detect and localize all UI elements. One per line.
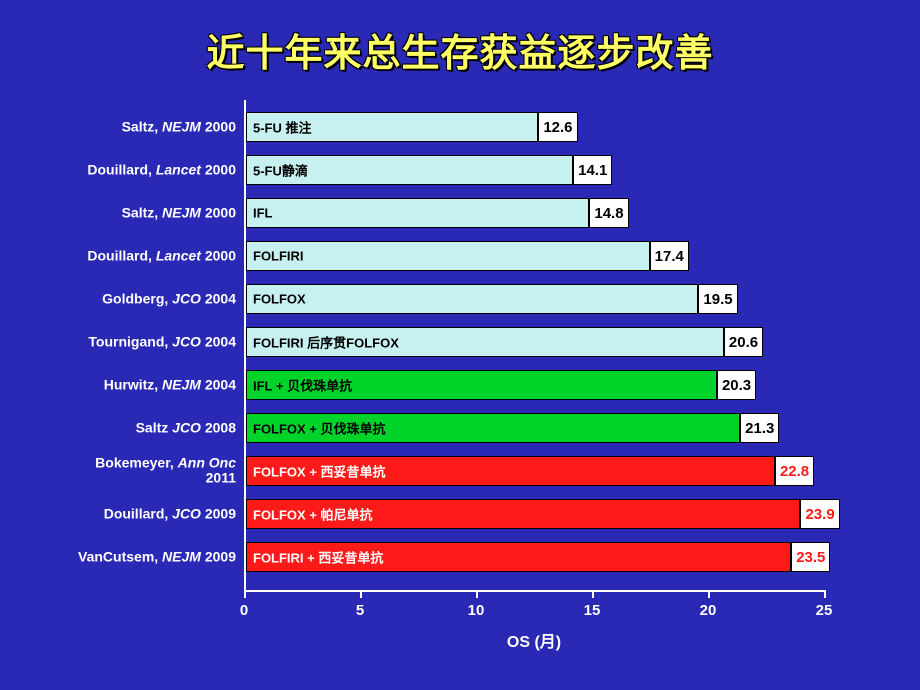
x-tick [476,590,478,598]
value-label: 19.5 [698,284,737,314]
bar-regimen-label: IFL [253,206,273,221]
bar-row: Douillard, JCO 2009FOLFOX + 帕尼单抗23.9 [244,499,824,529]
category-label: Tournigand, JCO 2004 [72,334,236,349]
x-tick [592,590,594,598]
bar: IFL + 贝伐珠单抗 [246,370,717,400]
value-label: 23.9 [800,499,839,529]
category-label: Hurwitz, NEJM 2004 [72,377,236,392]
plot-region: Saltz, NEJM 20005-FU 推注12.6Douillard, La… [244,100,824,590]
bar: FOLFOX + 帕尼单抗 [246,499,800,529]
bar-regimen-label: FOLFIRI 后序贯FOLFOX [253,333,399,352]
x-tick-label: 15 [584,602,601,619]
bar: IFL [246,198,589,228]
bar: FOLFOX [246,284,698,314]
bar-regimen-label: 5-FU 推注 [253,118,312,137]
x-tick-label: 0 [240,602,248,619]
category-label: Saltz, NEJM 2000 [72,119,236,134]
bar-regimen-label: FOLFOX [253,292,306,307]
bar-row: Goldberg, JCO 2004FOLFOX19.5 [244,284,824,314]
bar: FOLFIRI + 西妥昔单抗 [246,542,791,572]
bar: 5-FU 推注 [246,112,538,142]
bar: FOLFIRI [246,241,650,271]
bar-regimen-label: 5-FU静滴 [253,161,308,180]
bar: FOLFIRI 后序贯FOLFOX [246,327,724,357]
value-label: 12.6 [538,112,577,142]
bar-regimen-label: FOLFOX + 贝伐珠单抗 [253,419,386,438]
x-axis-line [244,590,824,592]
bar: FOLFOX + 贝伐珠单抗 [246,413,740,443]
category-label: Saltz, NEJM 2000 [72,205,236,220]
bar-row: Saltz, NEJM 2000IFL14.8 [244,198,824,228]
category-label: Douillard, Lancet 2000 [72,162,236,177]
category-label: Goldberg, JCO 2004 [72,291,236,306]
bar-regimen-label: IFL + 贝伐珠单抗 [253,376,352,395]
value-label: 20.6 [724,327,763,357]
value-label: 20.3 [717,370,756,400]
x-tick-label: 10 [468,602,485,619]
value-label: 17.4 [650,241,689,271]
x-axis-title: OS (月) [244,628,824,652]
category-label: Douillard, JCO 2009 [72,506,236,521]
x-tick-label: 20 [700,602,717,619]
x-tick [360,590,362,598]
x-tick [244,590,246,598]
category-label: Bokemeyer, Ann Onc 2011 [72,456,236,487]
value-label: 14.8 [589,198,628,228]
bar-regimen-label: FOLFIRI [253,249,304,264]
bar: 5-FU静滴 [246,155,573,185]
category-label: VanCutsem, NEJM 2009 [72,549,236,564]
x-tick-label: 25 [816,602,833,619]
bar-regimen-label: FOLFIRI + 西妥昔单抗 [253,548,383,567]
chart-area: Saltz, NEJM 2000 5-FU 推注 12.6 Douillard, La… [72,100,852,640]
bar: FOLFOX + 西妥昔单抗 [246,456,775,486]
x-tick-label: 5 [356,602,364,619]
category-label: Douillard, Lancet 2000 [72,248,236,263]
value-label: 21.3 [740,413,779,443]
bar-row: Bokemeyer, Ann Onc 2011FOLFOX + 西妥昔单抗22.… [244,456,824,486]
bar-regimen-label: FOLFOX + 帕尼单抗 [253,505,373,524]
x-tick [824,590,826,598]
bar-row: Douillard, Lancet 20005-FU静滴14.1 [244,155,824,185]
value-label: 23.5 [791,542,830,572]
bar-regimen-label: FOLFOX + 西妥昔单抗 [253,462,386,481]
category-label: Saltz JCO 2008 [72,420,236,435]
x-tick [708,590,710,598]
bar-row: Tournigand, JCO 2004FOLFIRI 后序贯FOLFOX20.… [244,327,824,357]
bar-row: Saltz, NEJM 20005-FU 推注12.6 [244,112,824,142]
bar-row: Hurwitz, NEJM 2004IFL + 贝伐珠单抗20.3 [244,370,824,400]
value-label: 14.1 [573,155,612,185]
bar-row: Saltz JCO 2008FOLFOX + 贝伐珠单抗21.3 [244,413,824,443]
value-label: 22.8 [775,456,814,486]
bar-row: Douillard, Lancet 2000FOLFIRI17.4 [244,241,824,271]
y-axis-line [244,100,246,590]
chart-title: 近十年来总生存获益逐步改善 [0,0,920,87]
bar-row: VanCutsem, NEJM 2009FOLFIRI + 西妥昔单抗23.5 [244,542,824,572]
